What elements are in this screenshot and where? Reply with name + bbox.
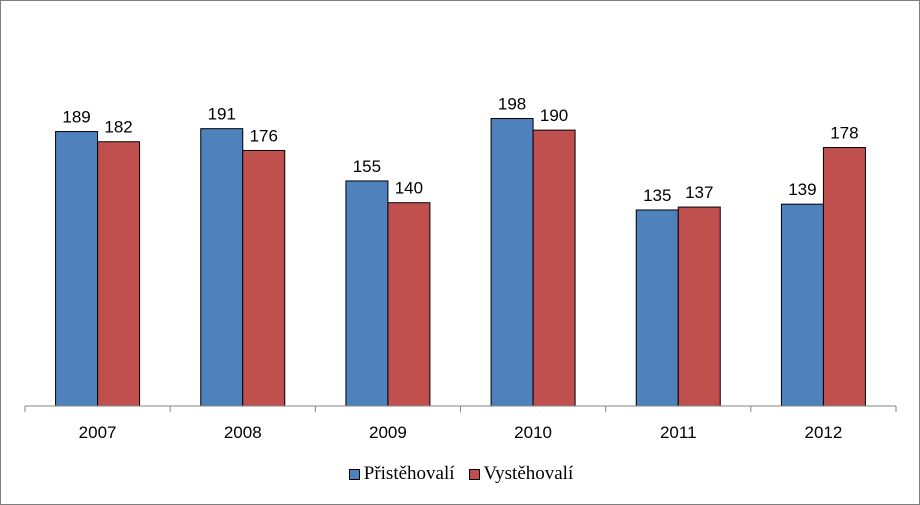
data-label-series-1-2008: 191 bbox=[208, 105, 236, 124]
data-label-series-2-2007: 182 bbox=[104, 118, 132, 137]
x-axis: 2007 2008 2009 2010 2011 2012 bbox=[24, 405, 897, 442]
x-tick-label-2012: 2012 bbox=[805, 423, 843, 442]
data-label-series-1-2012: 139 bbox=[788, 180, 816, 199]
legend-label-series-1: Přistěhovalí bbox=[363, 463, 455, 484]
data-labels-layer: 189 182 191 176 155 140 198 190 135 137 139 178 bbox=[62, 95, 858, 205]
data-label-series-1-2010: 198 bbox=[498, 95, 526, 114]
legend: Přistěhovalí Vystěhovalí bbox=[1, 463, 920, 485]
legend-entry-series-2: Vystěhovalí bbox=[468, 463, 574, 485]
bars-layer bbox=[55, 118, 866, 407]
bar-series-1-2007 bbox=[55, 131, 99, 407]
data-label-series-1-2009: 155 bbox=[353, 157, 381, 176]
bar-chart: 189 182 191 176 155 140 198 190 135 137 139 178 200… bbox=[24, 95, 897, 442]
bar-series-1-2008 bbox=[200, 128, 244, 407]
data-label-series-2-2008: 176 bbox=[250, 126, 278, 145]
data-label-series-2-2012: 178 bbox=[830, 124, 858, 143]
legend-entry-series-1: Přistěhovalí bbox=[348, 463, 455, 485]
x-tick-label-2009: 2009 bbox=[369, 423, 407, 442]
data-label-series-1-2011: 135 bbox=[643, 186, 671, 205]
legend-label-series-2: Vystěhovalí bbox=[483, 463, 574, 484]
bar-series-2-2008 bbox=[242, 149, 286, 407]
bar-series-2-2010 bbox=[532, 129, 576, 407]
data-label-series-2-2009: 140 bbox=[395, 179, 423, 198]
data-label-series-2-2011: 137 bbox=[685, 183, 713, 202]
data-label-series-1-2007: 189 bbox=[62, 108, 90, 127]
data-label-series-2-2010: 190 bbox=[540, 106, 568, 125]
bar-series-1-2009 bbox=[345, 180, 389, 407]
x-tick-label-2011: 2011 bbox=[660, 423, 697, 442]
bar-series-2-2007 bbox=[97, 141, 141, 407]
bar-series-2-2011 bbox=[677, 206, 721, 407]
x-tick-label-2010: 2010 bbox=[514, 423, 552, 442]
bar-series-1-2011 bbox=[635, 209, 679, 407]
legend-swatch-series-1 bbox=[348, 468, 360, 480]
bar-series-2-2012 bbox=[822, 147, 866, 407]
x-tick-label-2007: 2007 bbox=[79, 423, 117, 442]
legend-swatch-series-2 bbox=[468, 468, 480, 480]
bar-series-1-2010 bbox=[490, 118, 534, 407]
bar-series-1-2012 bbox=[780, 203, 824, 407]
x-tick-label-2008: 2008 bbox=[224, 423, 262, 442]
bar-series-2-2009 bbox=[387, 202, 431, 407]
